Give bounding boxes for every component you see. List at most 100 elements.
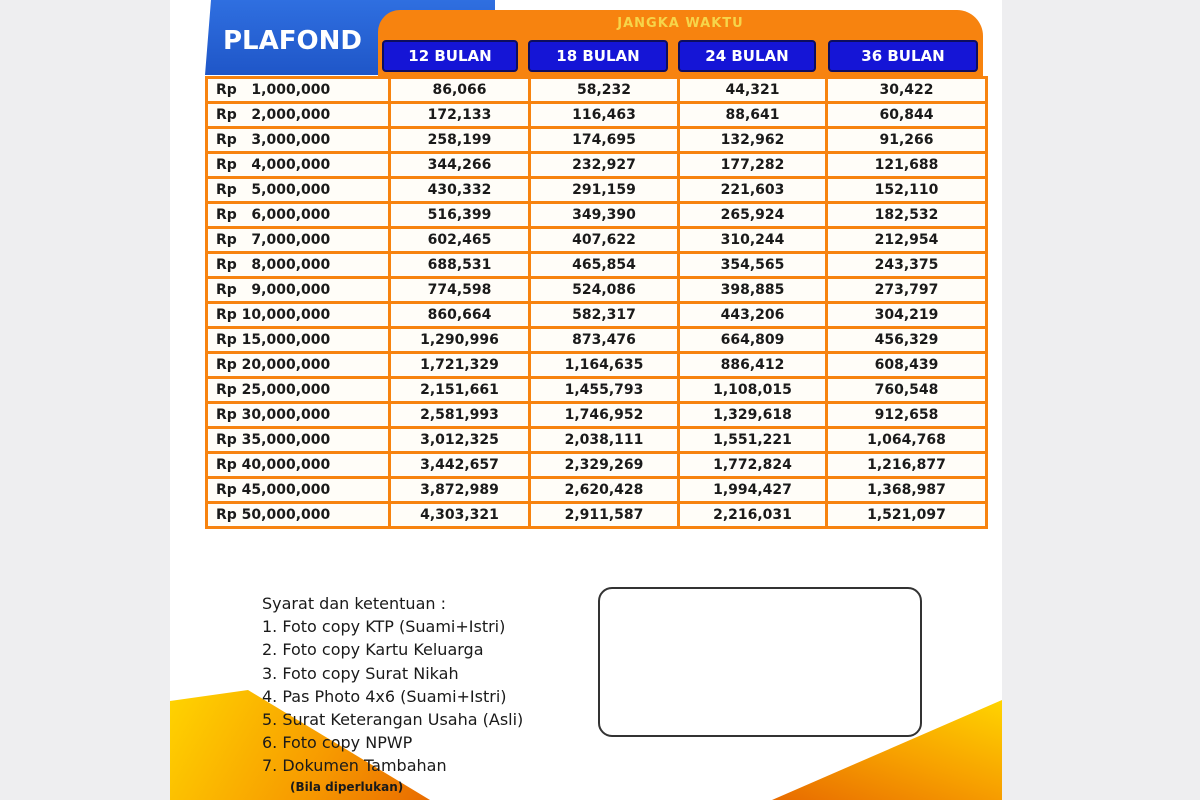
plafond-cell: Rp 10,000,000 [205,301,391,329]
plafond-cell: Rp 45,000,000 [205,476,391,504]
installment-cell: 873,476 [528,326,680,354]
installment-cell: 1,108,015 [677,376,828,404]
installment-cell: 152,110 [825,176,988,204]
installment-cell: 582,317 [528,301,680,329]
table-row: Rp 7,000,000 602,465 407,622 310,244 212,954 [205,226,988,254]
installment-cell: 91,266 [825,126,988,154]
installment-cell: 60,844 [825,101,988,129]
installment-cell: 398,885 [677,276,828,304]
installment-cell: 2,620,428 [528,476,680,504]
installment-cell: 465,854 [528,251,680,279]
installment-cell: 221,603 [677,176,828,204]
plafond-cell: Rp 9,000,000 [205,276,391,304]
installment-cell: 1,368,987 [825,476,988,504]
installment-cell: 912,658 [825,401,988,429]
plafond-cell: Rp 1,000,000 [205,76,391,104]
installment-cell: 664,809 [677,326,828,354]
installment-cell: 354,565 [677,251,828,279]
table-row: Rp 5,000,000 430,332 291,159 221,603 152,110 [205,176,988,204]
installment-cell: 44,321 [677,76,828,104]
installment-cell: 258,199 [388,126,531,154]
installment-cell: 265,924 [677,201,828,229]
requirements-note: (Bila diperlukan) [290,779,404,794]
installment-cell: 2,581,993 [388,401,531,429]
installment-cell: 273,797 [825,276,988,304]
term-header-24: 24 BULAN [678,40,816,72]
installment-cell: 2,911,587 [528,501,680,529]
installment-cell: 3,012,325 [388,426,531,454]
requirement-item: 3. Foto copy Surat Nikah [262,663,459,683]
table-row: Rp 9,000,000 774,598 524,086 398,885 273,797 [205,276,988,304]
loan-brochure: PLAFOND JANGKA WAKTU 12 BULAN 18 BULAN 2… [170,0,1002,800]
installment-cell: 2,038,111 [528,426,680,454]
installment-cell: 86,066 [388,76,531,104]
table-row: Rp 45,000,000 3,872,989 2,620,428 1,994,427… [205,476,988,504]
installment-cell: 608,439 [825,351,988,379]
term-header-18: 18 BULAN [528,40,668,72]
installment-cell: 1,521,097 [825,501,988,529]
installment-cell: 3,872,989 [388,476,531,504]
installment-cell: 2,329,269 [528,451,680,479]
table-row: Rp 6,000,000 516,399 349,390 265,924 182,532 [205,201,988,229]
installment-cell: 172,133 [388,101,531,129]
plafond-cell: Rp 8,000,000 [205,251,391,279]
term-header-12: 12 BULAN [382,40,518,72]
installment-cell: 1,551,221 [677,426,828,454]
installment-cell: 1,164,635 [528,351,680,379]
installment-cell: 174,695 [528,126,680,154]
table-row: Rp 8,000,000 688,531 465,854 354,565 243,375 [205,251,988,279]
plafond-cell: Rp 40,000,000 [205,451,391,479]
installment-cell: 2,216,031 [677,501,828,529]
installment-cell: 1,746,952 [528,401,680,429]
installment-cell: 774,598 [388,276,531,304]
installment-cell: 1,329,618 [677,401,828,429]
requirement-item: 6. Foto copy NPWP [262,733,413,753]
table-row: Rp 20,000,000 1,721,329 1,164,635 886,412 60… [205,351,988,379]
installment-cell: 310,244 [677,226,828,254]
installment-cell: 3,442,657 [388,451,531,479]
requirements-list: Syarat dan ketentuan : 1. Foto copy KTP … [262,592,523,796]
requirement-item: 1. Foto copy KTP (Suami+Istri) [262,617,506,637]
plafond-cell: Rp 15,000,000 [205,326,391,354]
table-row: Rp 15,000,000 1,290,996 873,476 664,809 456,… [205,326,988,354]
installment-cell: 602,465 [388,226,531,254]
installment-cell: 212,954 [825,226,988,254]
plafond-cell: Rp 7,000,000 [205,226,391,254]
installment-cell: 177,282 [677,151,828,179]
installment-cell: 1,994,427 [677,476,828,504]
installment-cell: 304,219 [825,301,988,329]
installment-cell: 860,664 [388,301,531,329]
installment-cell: 688,531 [388,251,531,279]
installment-cell: 443,206 [677,301,828,329]
installment-cell: 291,159 [528,176,680,204]
stamp-box [598,587,922,737]
installment-cell: 1,216,877 [825,451,988,479]
installment-cell: 456,329 [825,326,988,354]
installment-cell: 407,622 [528,226,680,254]
plafond-cell: Rp 35,000,000 [205,426,391,454]
requirement-item: 4. Pas Photo 4x6 (Suami+Istri) [262,686,507,706]
installment-cell: 1,721,329 [388,351,531,379]
installment-cell: 182,532 [825,201,988,229]
installment-cell: 1,455,793 [528,376,680,404]
table-row: Rp 30,000,000 2,581,993 1,746,952 1,329,618… [205,401,988,429]
installment-cell: 1,290,996 [388,326,531,354]
table-row: Rp 50,000,000 4,303,321 2,911,587 2,216,031… [205,501,988,529]
plafond-cell: Rp 30,000,000 [205,401,391,429]
table-row: Rp 3,000,000 258,199 174,695 132,962 91,266 [205,126,988,154]
table-row: Rp 4,000,000 344,266 232,927 177,282 121,688 [205,151,988,179]
table-row: Rp 2,000,000 172,133 116,463 88,641 60,844 [205,101,988,129]
installment-cell: 121,688 [825,151,988,179]
installment-cell: 349,390 [528,201,680,229]
requirements-title: Syarat dan ketentuan : [262,594,446,613]
jangka-waktu-label: JANGKA WAKTU [617,16,744,31]
installment-cell: 88,641 [677,101,828,129]
installment-cell: 886,412 [677,351,828,379]
installment-cell: 30,422 [825,76,988,104]
jangka-waktu-header: JANGKA WAKTU 12 BULAN 18 BULAN 24 BULAN … [378,10,983,80]
installment-cell: 516,399 [388,201,531,229]
requirement-item: 2. Foto copy Kartu Keluarga [262,640,484,660]
plafond-cell: Rp 20,000,000 [205,351,391,379]
plafond-cell: Rp 25,000,000 [205,376,391,404]
installment-cell: 116,463 [528,101,680,129]
